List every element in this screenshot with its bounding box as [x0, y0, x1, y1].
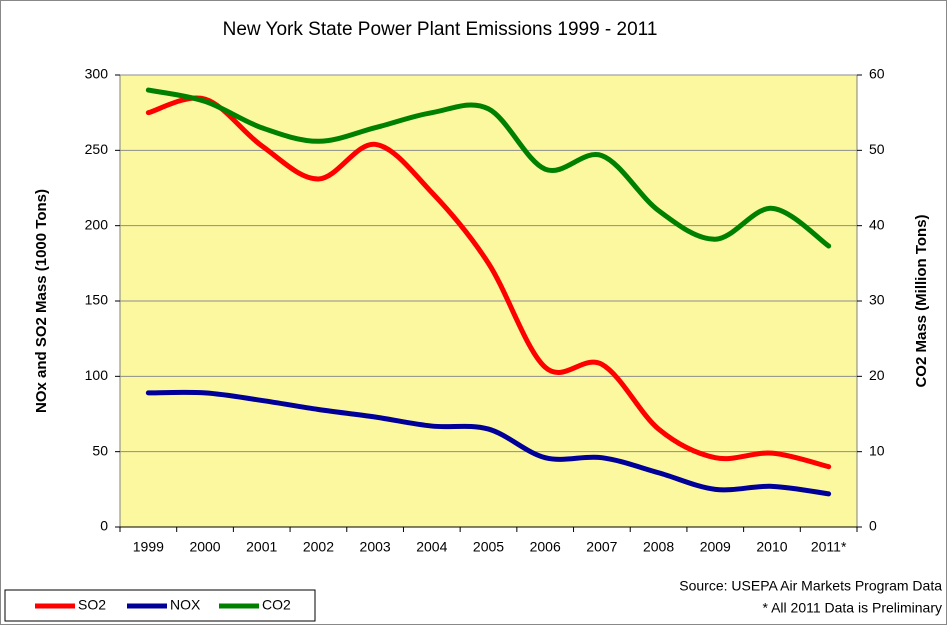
series-line [145, 389, 832, 497]
y2-tick-label: 30 [869, 292, 885, 308]
y-tick-label: 200 [85, 216, 109, 232]
y2-tick-label: 50 [869, 141, 885, 157]
footnote: * All 2011 Data is Preliminary [763, 600, 942, 616]
legend-label: NOX [170, 597, 201, 613]
x-tick-label: 2006 [530, 539, 561, 555]
y2-tick-label: 10 [869, 442, 885, 458]
x-tick-label: 2001 [246, 539, 277, 555]
y-tick-label: 150 [85, 292, 109, 308]
y2-tick-label: 0 [869, 518, 877, 534]
y-tick-label: 50 [92, 442, 108, 458]
x-tick-label: 2002 [303, 539, 334, 555]
x-tick-label: 2000 [189, 539, 220, 555]
y-tick-label: 100 [85, 367, 109, 383]
x-tick-label: 2008 [643, 539, 674, 555]
y-axis-title: NOx and SO2 Mass (1000 Tons) [33, 189, 50, 413]
x-tick-label: 2010 [756, 539, 787, 555]
y-tick-label: 0 [100, 518, 108, 534]
y2-tick-label: 40 [869, 216, 885, 232]
series-line [145, 87, 832, 249]
x-tick-label: 2009 [700, 539, 731, 555]
y-tick-label: 250 [85, 141, 109, 157]
source-note: Source: USEPA Air Markets Program Data [679, 578, 942, 594]
x-tick-label: 2003 [360, 539, 391, 555]
x-tick-label: 2005 [473, 539, 504, 555]
x-tick-label: 2004 [416, 539, 447, 555]
series-line [145, 95, 832, 470]
x-tick-label: 2007 [586, 539, 617, 555]
legend-label: SO2 [78, 597, 106, 613]
y2-axis-title: CO2 Mass (Million Tons) [913, 214, 930, 387]
x-tick-label: 1999 [133, 539, 164, 555]
legend-label: CO2 [262, 597, 291, 613]
x-tick-label: 2011* [811, 539, 847, 555]
y-tick-label: 300 [85, 66, 109, 82]
y2-tick-label: 20 [869, 367, 885, 383]
y2-tick-label: 60 [869, 66, 885, 82]
chart-title: New York State Power Plant Emissions 199… [223, 19, 658, 40]
